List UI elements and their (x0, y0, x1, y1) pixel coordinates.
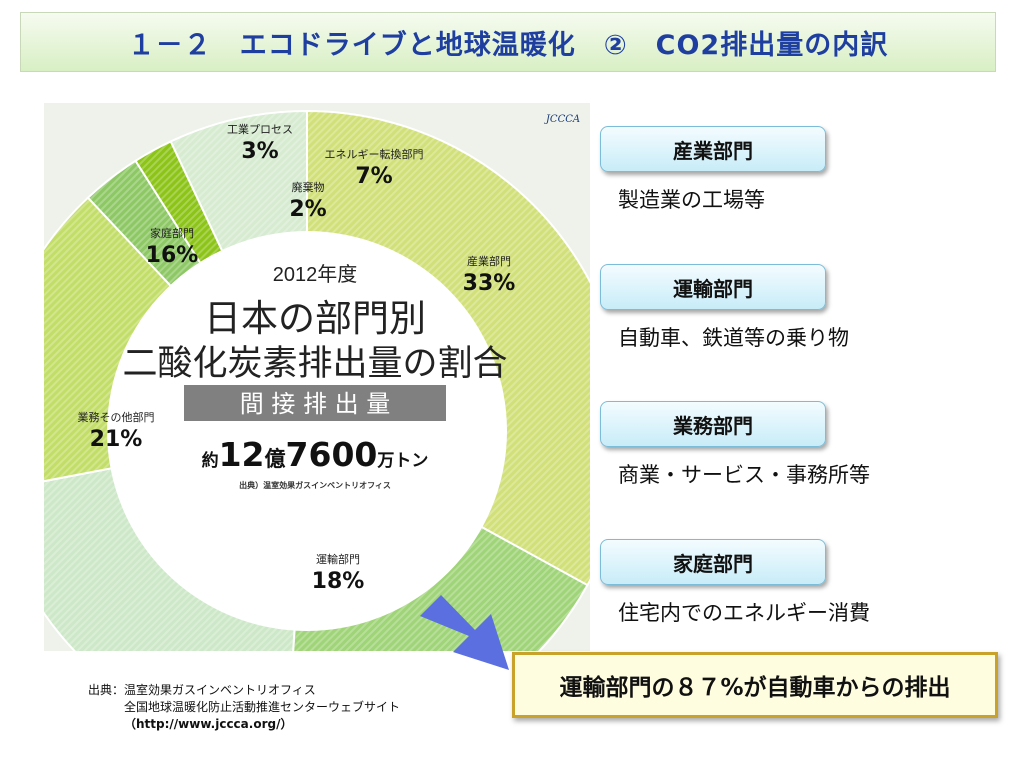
slice-3-value-label: 16% (146, 243, 199, 268)
total-unit2: 万トン (376, 451, 428, 471)
slice-1-value-label: 18% (312, 569, 365, 594)
total-num2: 7600 (286, 435, 378, 474)
jccca-logo: JCCCA (544, 114, 580, 125)
indirect-emissions-band (184, 385, 446, 421)
sector-pill-transport[interactable]: 運輸部門 (600, 264, 826, 310)
chart-heading-line1: 日本の部門別 (204, 297, 426, 340)
source-note: 出典：温室効果ガスインベントリオフィス 全国地球温暖化防止活動推進センターウェブ… (88, 682, 400, 733)
slice-4-label: 工業プロセス (227, 123, 293, 136)
sector-pill-commercial[interactable]: 業務部門 (600, 401, 826, 447)
slice-0-label: 産業部門 (467, 254, 511, 268)
chart-source: 出典）温室効果ガスインベントリオフィス (239, 480, 391, 490)
sector-desc-household: 住宅内でのエネルギー消費 (618, 601, 870, 625)
year-label: 2012年度 (273, 263, 358, 286)
total-prefix: 約 (202, 450, 219, 471)
donut-chart: 産業部門 33% 運輸部門 18% 業務その他部門 21% 家庭部門 16% 工業プロセス 3% 廃… (44, 103, 590, 651)
chart-heading-line2: 二酸化炭素排出量の割合 (122, 344, 507, 384)
slice-5-label: 廃棄物 (292, 180, 325, 194)
arrow-icon (420, 595, 509, 670)
slice-labels-layer: 産業部門 33% 運輸部門 18% 業務その他部門 21% 家庭部門 16% 工業プロセス 3% 廃… (78, 123, 516, 594)
donut-chart-svg: 産業部門 33% 運輸部門 18% 業務その他部門 21% 家庭部門 16% 工業プロセス 3% 廃… (44, 109, 590, 651)
source-url-link[interactable]: （http://www.jccca.org/） (124, 717, 293, 731)
title-bar: １－２ エコドライブと地球温暖化 ② CO2排出量の内訳 (20, 12, 996, 72)
total-unit1: 億 (265, 447, 286, 471)
slice-3-label: 家庭部門 (150, 226, 194, 240)
callout-box: 運輸部門の８７%が自動車からの排出 (512, 652, 998, 718)
slice-0-value-label: 33% (463, 271, 516, 296)
total-emissions: 約12億7600万トン (202, 435, 429, 474)
slice-2-label: 業務その他部門 (78, 410, 155, 424)
sector-desc-industry: 製造業の工場等 (618, 188, 765, 212)
slice-5-value-label: 2% (289, 197, 326, 222)
sector-desc-transport: 自動車、鉄道等の乗り物 (618, 326, 849, 350)
source-line-1: 出典：温室効果ガスインベントリオフィス (88, 683, 316, 697)
slice-6-label: エネルギー転換部門 (325, 147, 424, 161)
page-title: １－２ エコドライブと地球温暖化 ② CO2排出量の内訳 (127, 29, 889, 61)
slice-2-value-label: 21% (90, 427, 143, 452)
sector-pill-household[interactable]: 家庭部門 (600, 539, 826, 585)
total-num1: 12 (219, 435, 265, 474)
sector-desc-commercial: 商業・サービス・事務所等 (618, 463, 870, 487)
slice-1-label: 運輸部門 (316, 552, 360, 566)
slice-4-value-label: 3% (241, 139, 278, 164)
slice-6-value-label: 7% (355, 164, 392, 189)
source-line-2: 全国地球温暖化防止活動推進センターウェブサイト (124, 700, 401, 714)
sector-pill-industry[interactable]: 産業部門 (600, 126, 826, 172)
indirect-emissions-label: 間 接 排 出 量 (240, 390, 391, 418)
donut-hole (107, 231, 507, 631)
